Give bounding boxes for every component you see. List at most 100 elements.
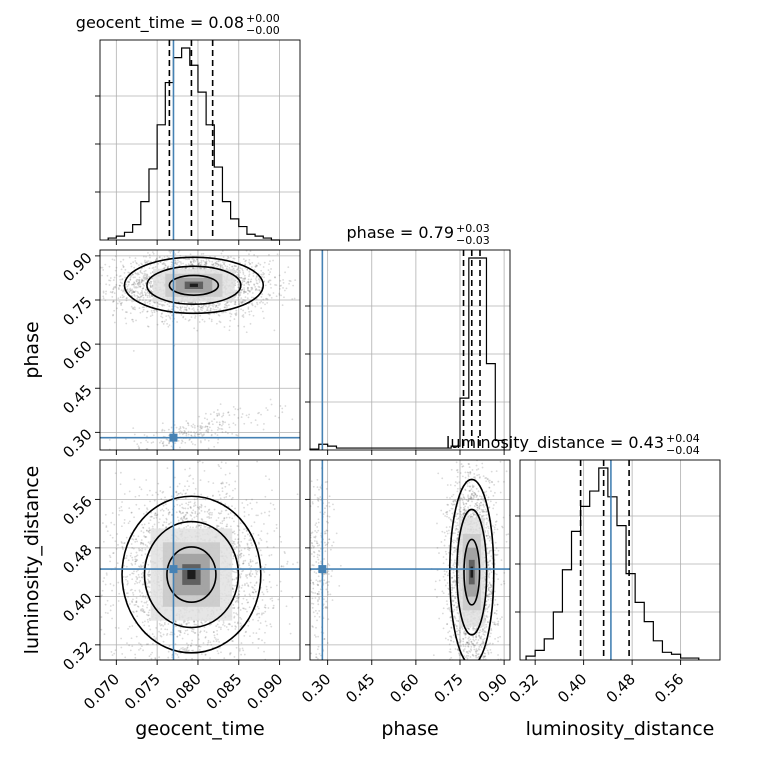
sample-point	[255, 572, 258, 574]
sample-point	[139, 543, 142, 545]
sample-point	[144, 548, 147, 551]
sample-point	[128, 288, 131, 291]
sample-point	[244, 311, 247, 314]
sample-point	[169, 251, 172, 254]
sample-point	[100, 616, 103, 618]
sample-point	[185, 309, 188, 311]
sample-point	[233, 616, 236, 619]
sample-point	[141, 306, 144, 309]
sample-point	[153, 523, 156, 526]
sample-point	[261, 599, 264, 601]
sample-point	[144, 596, 147, 599]
sample-point	[249, 280, 252, 283]
sample-point	[213, 445, 216, 448]
sample-point	[246, 610, 248, 613]
sample-point	[161, 442, 164, 445]
sample-point	[112, 300, 115, 303]
sample-point	[180, 431, 183, 434]
sample-point	[255, 265, 258, 267]
sample-point	[208, 421, 211, 424]
sample-point	[211, 260, 214, 263]
sample-point	[241, 300, 243, 303]
sample-point	[138, 307, 141, 309]
sample-point	[131, 546, 134, 549]
sample-point	[140, 295, 143, 298]
sample-point	[264, 631, 266, 634]
sample-point	[217, 263, 220, 266]
sample-point	[183, 432, 186, 434]
sample-point	[178, 260, 181, 263]
sample-point	[221, 266, 224, 269]
sample-point	[248, 535, 251, 537]
sample-point	[176, 485, 179, 488]
sample-point	[189, 501, 192, 503]
sample-point	[141, 523, 143, 526]
sample-point	[240, 624, 243, 627]
sample-point	[257, 285, 260, 288]
sample-point	[115, 548, 118, 550]
sample-point	[142, 542, 145, 545]
sample-point	[272, 259, 274, 262]
sample-point	[201, 426, 204, 428]
sample-point	[162, 504, 165, 507]
sample-point	[249, 572, 252, 574]
sample-point	[184, 441, 187, 444]
sample-point	[218, 303, 221, 306]
sample-point	[218, 626, 220, 629]
sample-point	[132, 591, 134, 594]
sample-point	[268, 514, 271, 517]
sample-point	[128, 280, 130, 283]
sample-point	[161, 428, 164, 431]
sample-point	[108, 279, 110, 282]
sample-point	[199, 425, 202, 427]
sample-point	[249, 290, 251, 292]
sample-point	[128, 520, 131, 523]
sample-point	[145, 278, 148, 281]
sample-point	[143, 523, 146, 526]
sample-point	[123, 271, 126, 274]
sample-point	[237, 417, 240, 419]
sample-point	[121, 509, 123, 512]
sample-point	[129, 276, 132, 279]
sample-point	[177, 656, 180, 659]
sample-point	[129, 287, 132, 290]
sample-point	[236, 594, 239, 597]
sample-point	[134, 603, 137, 606]
sample-point	[268, 273, 271, 276]
sample-point	[260, 307, 263, 310]
sample-point	[193, 434, 196, 437]
sample-point	[146, 618, 149, 621]
sample-point	[142, 287, 145, 290]
sample-point	[161, 320, 164, 323]
sample-point	[184, 647, 186, 650]
sample-point	[260, 273, 263, 276]
sample-point	[137, 292, 140, 295]
sample-point	[236, 268, 239, 271]
sample-point	[135, 538, 138, 541]
sample-point	[206, 430, 209, 433]
sample-point	[180, 442, 183, 445]
sample-point	[254, 575, 256, 578]
sample-point	[193, 309, 195, 311]
sample-point	[143, 535, 146, 537]
sample-point	[104, 299, 107, 302]
sample-point	[187, 507, 189, 510]
sample-point	[186, 511, 189, 514]
sample-point	[199, 308, 202, 311]
sample-point	[198, 305, 201, 308]
sample-point	[136, 282, 139, 285]
sample-point	[146, 441, 149, 444]
sample-point	[136, 297, 139, 300]
sample-point	[121, 546, 124, 549]
sample-point	[265, 297, 267, 300]
sample-point	[273, 329, 276, 332]
sample-point	[236, 271, 239, 274]
sample-point	[153, 635, 156, 638]
sample-point	[131, 564, 134, 566]
sample-point	[187, 263, 190, 266]
sample-point	[132, 610, 134, 613]
sample-point	[148, 655, 151, 658]
sample-point	[257, 262, 260, 265]
sample-point	[184, 492, 187, 495]
sample-point	[263, 641, 266, 644]
